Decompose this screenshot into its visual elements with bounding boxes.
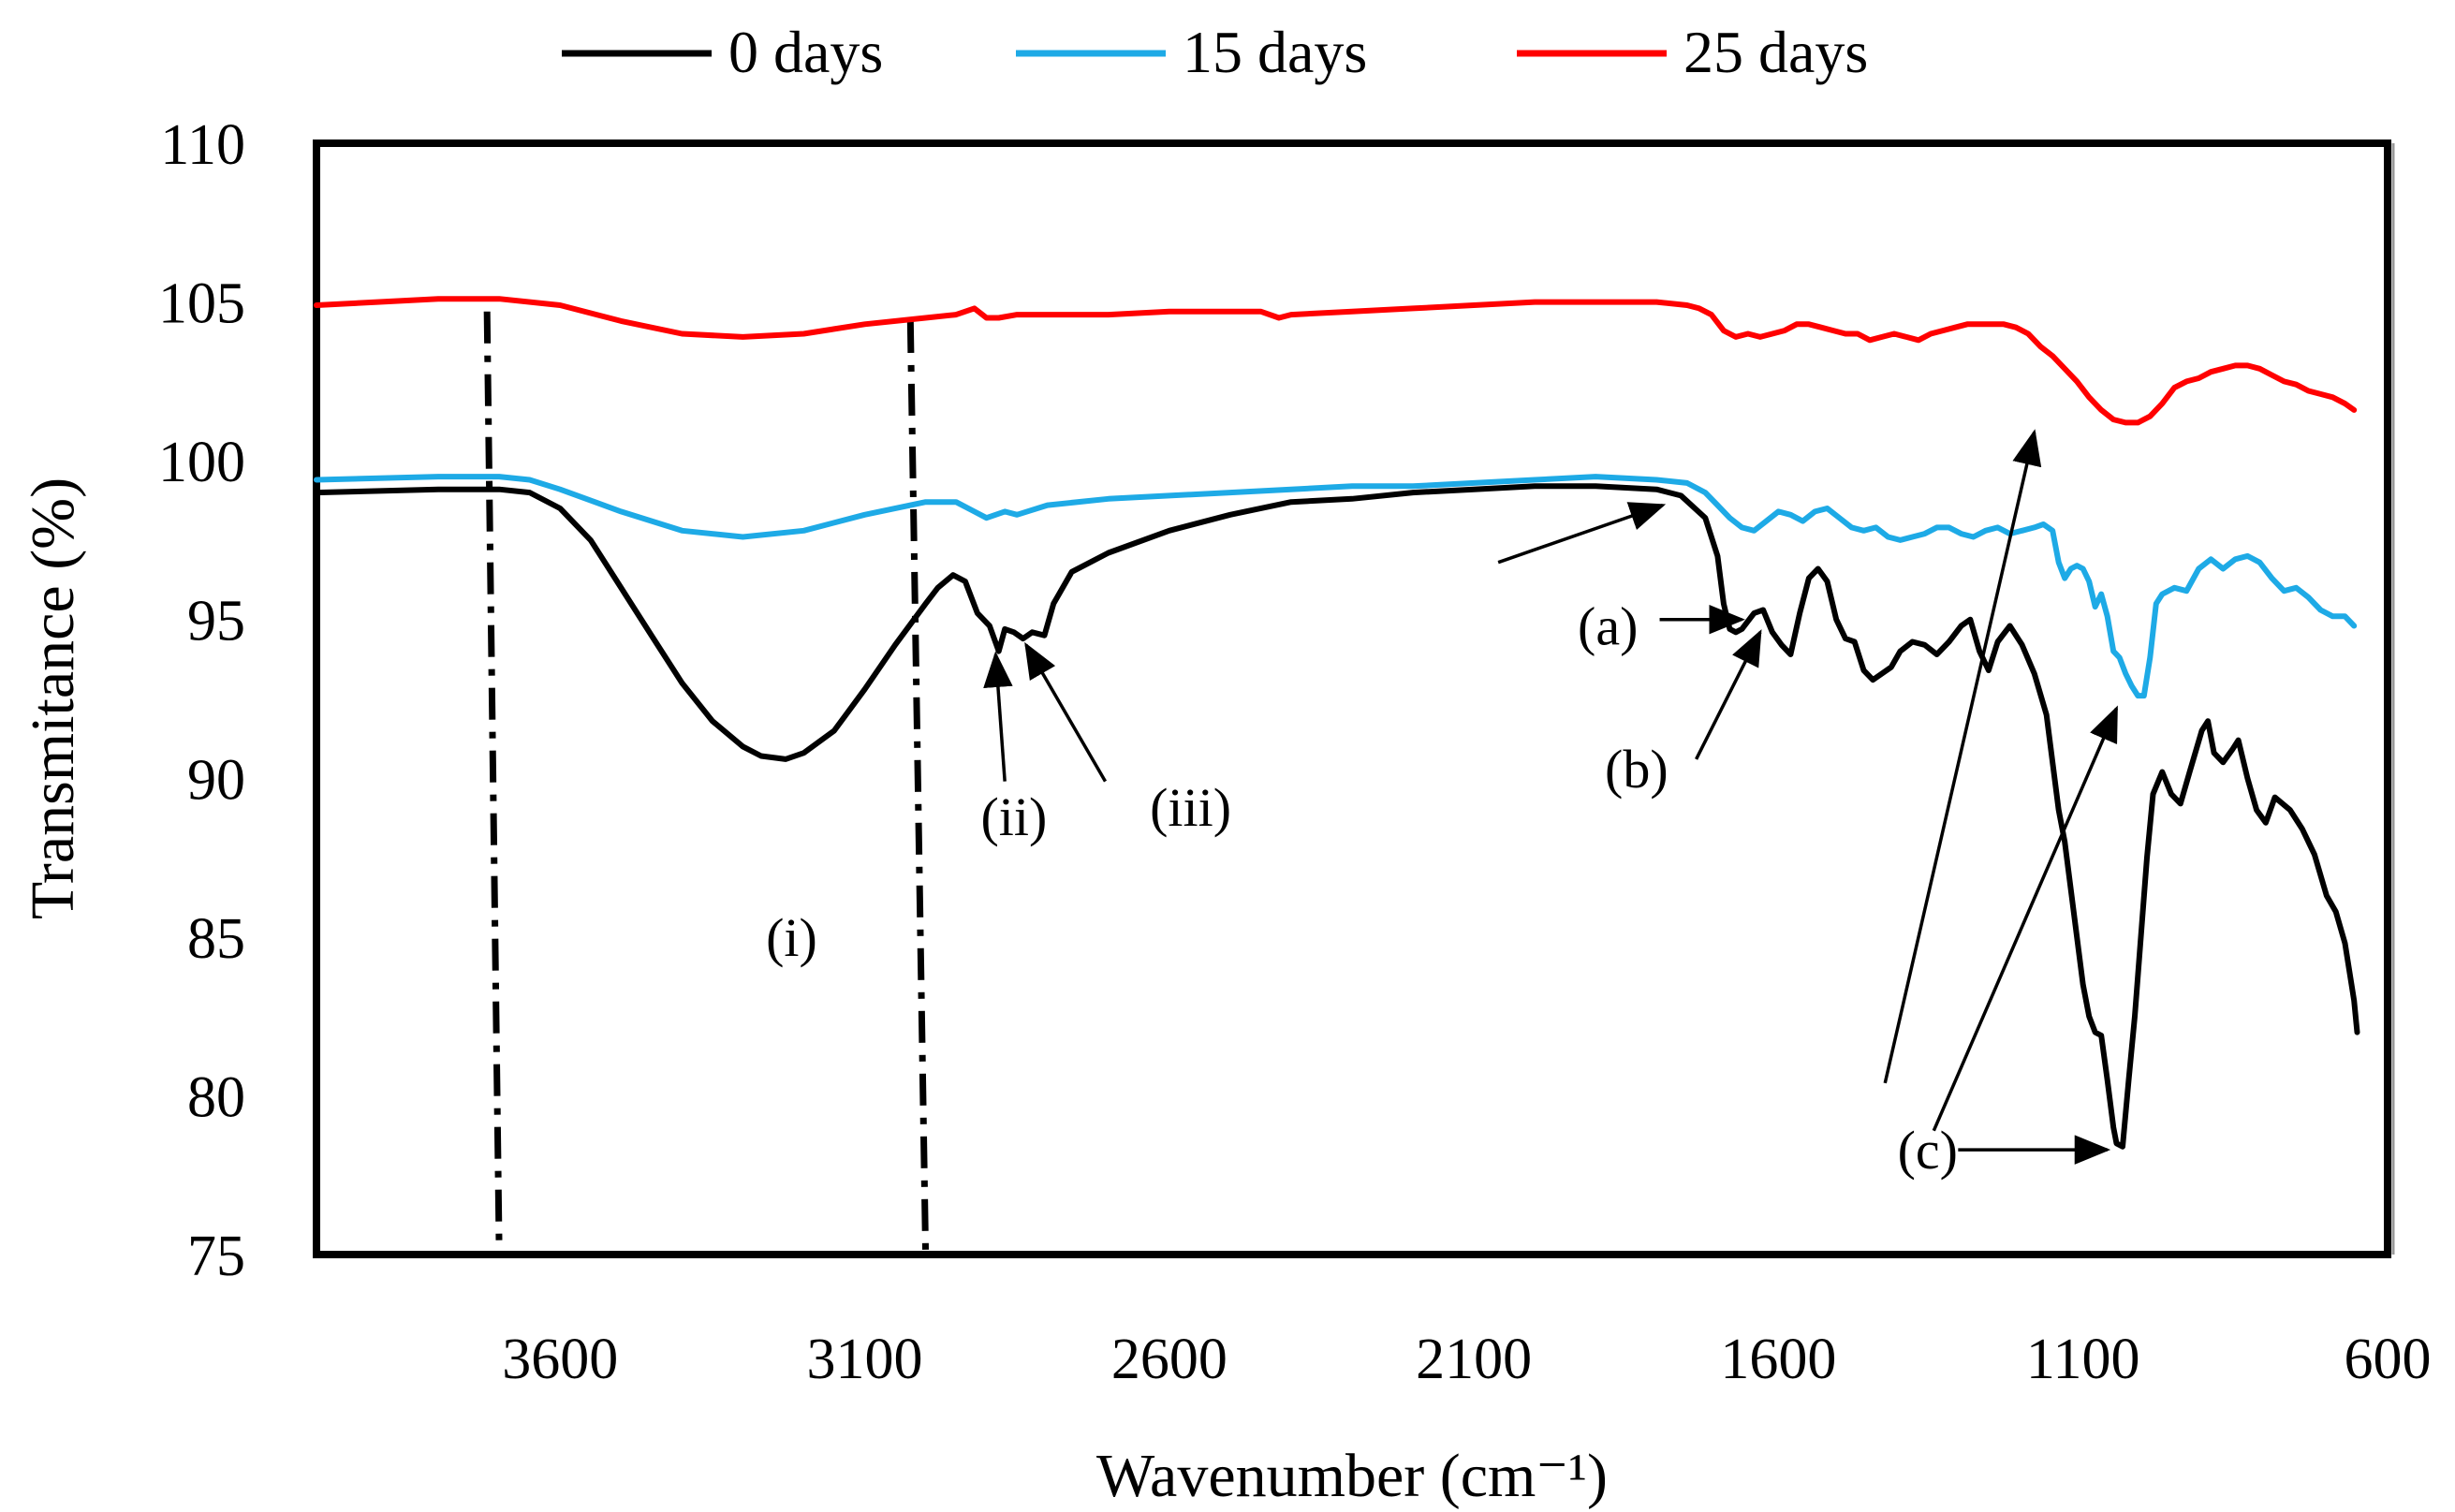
annotation-label: (a)	[1578, 595, 1638, 656]
x-tick-label: 2100	[1416, 1328, 1532, 1391]
x-axis-ticks: 3600 3100 2600 2100 1600 1100 600	[502, 1328, 2431, 1391]
annotation-label: (i)	[766, 907, 817, 968]
series-line-25-days	[314, 296, 2358, 426]
annotation-arrow	[983, 651, 1013, 782]
annotation-arrows	[983, 429, 2119, 1165]
y-tick-label: 80	[187, 1065, 245, 1129]
x-tick-label: 1600	[1720, 1328, 1836, 1391]
series-line-0-days	[314, 483, 2360, 1150]
annotation-arrow	[1695, 629, 1762, 760]
y-tick-label: 110	[160, 113, 245, 177]
reference-lines	[483, 311, 930, 1255]
annotation-label: (c)	[1898, 1120, 1958, 1181]
reference-line	[906, 320, 930, 1255]
y-tick-label: 95	[187, 590, 245, 653]
annotation-label: (b)	[1605, 739, 1669, 800]
reference-line	[483, 311, 503, 1255]
y-tick-label: 90	[187, 748, 245, 812]
legend-label-15-days: 15 days	[1183, 19, 1367, 85]
y-axis-title: Transmitance (%)	[19, 477, 87, 919]
legend-label-25-days: 25 days	[1683, 19, 1868, 85]
y-axis-ticks: 75 80 85 90 95 100 105 110	[158, 113, 245, 1288]
x-tick-label: 3600	[502, 1328, 618, 1391]
legend-item-0-days: 0 days	[562, 19, 883, 85]
y-tick-label: 105	[158, 272, 245, 336]
annotation-arrow	[1883, 429, 2042, 1084]
annotation-arrow	[1932, 705, 2119, 1132]
series-line-15-days	[314, 474, 2358, 699]
annotation-label: (ii)	[980, 786, 1047, 847]
y-tick-label: 100	[158, 431, 245, 494]
series-layer	[314, 296, 2360, 1150]
y-tick-label: 75	[187, 1225, 245, 1288]
legend: 0 days 15 days 25 days	[562, 19, 1868, 85]
x-tick-label: 3100	[807, 1328, 923, 1391]
legend-item-25-days: 25 days	[1517, 19, 1868, 85]
x-axis-title: Wavenumber (cm⁻¹)	[1096, 1442, 1608, 1510]
annotation-arrow	[1024, 641, 1108, 783]
annotation-labels: (i) (ii) (iii) (a) (b) (c)	[766, 595, 1958, 1181]
legend-item-15-days: 15 days	[1016, 19, 1367, 85]
annotation-arrow	[1497, 502, 1667, 565]
plot-frame	[313, 139, 2391, 1258]
x-tick-label: 1100	[2026, 1328, 2140, 1391]
legend-label-0-days: 0 days	[728, 19, 883, 85]
annotation-label: (iii)	[1150, 777, 1231, 838]
x-tick-label: 2600	[1111, 1328, 1228, 1391]
x-tick-label: 600	[2345, 1328, 2432, 1391]
y-tick-label: 85	[187, 907, 245, 971]
